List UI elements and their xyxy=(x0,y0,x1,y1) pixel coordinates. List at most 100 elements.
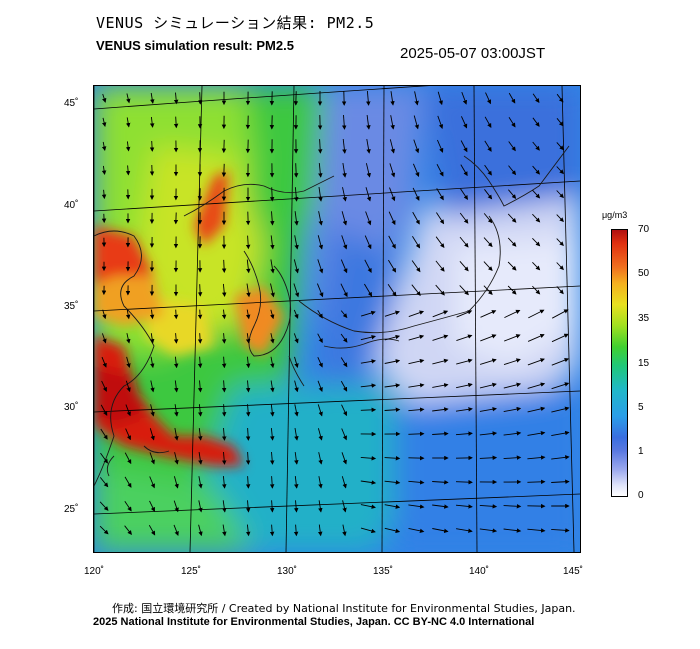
wind-arrow xyxy=(484,164,492,176)
wind-arrow xyxy=(507,261,517,271)
wind-arrow xyxy=(341,114,347,130)
wind-arrow xyxy=(455,504,473,509)
wind-arrow xyxy=(125,165,131,176)
wind-arrow xyxy=(149,452,155,465)
wind-arrow xyxy=(360,456,377,461)
lon-label-125: 125˚ xyxy=(181,566,202,577)
wind-arrow xyxy=(455,407,473,412)
wind-arrow xyxy=(149,333,155,344)
wind-arrow xyxy=(101,333,107,344)
wind-arrow xyxy=(293,500,299,513)
wind-arrow xyxy=(340,333,348,343)
wind-arrow xyxy=(459,261,469,272)
wind-arrow xyxy=(532,93,540,104)
wind-arrow xyxy=(294,404,299,417)
wind-arrow xyxy=(507,237,517,247)
wind-arrow xyxy=(198,428,203,441)
lat-label-30: 30˚ xyxy=(64,402,79,413)
pm25-colorbar xyxy=(611,229,628,497)
wind-arrow xyxy=(551,455,570,460)
wind-arrow xyxy=(532,165,540,175)
wind-arrow xyxy=(340,310,348,319)
wind-arrow xyxy=(125,380,131,393)
wind-arrow xyxy=(197,380,203,393)
wind-arrow xyxy=(360,527,376,534)
wind-arrow xyxy=(221,380,227,393)
wind-arrow xyxy=(508,117,516,128)
wind-arrow xyxy=(293,163,299,178)
wind-arrow xyxy=(551,528,570,533)
wind-arrow xyxy=(360,480,377,485)
wind-arrow xyxy=(124,452,132,465)
wind-arrow xyxy=(408,431,425,437)
wind-arrow xyxy=(125,428,131,441)
colorbar-tick-35: 35 xyxy=(638,313,650,324)
wind-arrow xyxy=(551,333,569,343)
wind-arrow xyxy=(245,427,251,441)
wind-arrow xyxy=(503,358,521,366)
wind-arrow xyxy=(527,406,546,413)
wind-arrow xyxy=(174,428,179,441)
wind-arrow xyxy=(408,407,425,412)
wind-arrow xyxy=(222,524,227,537)
graticule xyxy=(94,86,580,552)
wind-arrow xyxy=(556,214,564,223)
wind-arrow xyxy=(221,476,227,489)
lon-label-140: 140˚ xyxy=(469,566,490,577)
wind-arrow xyxy=(197,92,203,105)
wind-arrow xyxy=(479,455,498,461)
wind-arrow xyxy=(124,501,132,512)
wind-arrow xyxy=(148,524,156,536)
wind-arrow xyxy=(125,141,131,152)
wind-arrow xyxy=(101,356,107,368)
wind-arrow xyxy=(126,333,131,344)
wind-arrow xyxy=(269,187,275,202)
wind-arrow xyxy=(125,117,131,128)
wind-arrow xyxy=(99,525,109,535)
wind-arrow xyxy=(432,383,449,388)
wind-arrow xyxy=(389,139,395,154)
wind-arrow xyxy=(366,115,371,130)
wind-arrow xyxy=(432,528,449,534)
wind-arrow xyxy=(245,380,251,393)
wind-arrow xyxy=(384,383,401,388)
wind-arrow xyxy=(340,357,348,368)
wind-arrow xyxy=(556,262,564,271)
wind-arrow xyxy=(460,188,469,200)
lat-label-40: 40˚ xyxy=(64,200,79,211)
wind-arrow xyxy=(389,187,396,202)
wind-arrow xyxy=(483,261,493,272)
map-title-english: VENUS simulation result: PM2.5 xyxy=(96,38,294,53)
wind-arrow xyxy=(294,187,299,202)
wind-arrow xyxy=(149,116,155,128)
wind-arrow xyxy=(221,333,227,344)
wind-arrow xyxy=(221,427,227,441)
wind-arrow xyxy=(456,334,473,342)
wind-arrow xyxy=(435,260,445,272)
wind-arrow xyxy=(198,524,203,537)
wind-arrow xyxy=(384,455,401,461)
wind-arrow xyxy=(389,163,396,178)
lon-label-145: 145˚ xyxy=(563,566,584,577)
wind-arrow xyxy=(360,407,377,413)
wind-arrow xyxy=(317,309,323,319)
wind-arrow xyxy=(436,139,444,153)
wind-arrow xyxy=(460,164,468,177)
wind-arrow xyxy=(245,356,251,369)
wind-arrow xyxy=(100,404,108,416)
wind-arrow xyxy=(432,358,449,365)
wind-arrow xyxy=(317,380,323,393)
wind-arrow xyxy=(456,382,473,389)
wind-arrow xyxy=(436,188,444,201)
wind-arrow xyxy=(503,528,522,533)
wind-arrow xyxy=(245,333,251,344)
wind-arrow xyxy=(532,141,540,151)
wind-arrow xyxy=(341,235,348,250)
wind-arrow xyxy=(270,259,275,274)
wind-arrow xyxy=(412,163,420,178)
wind-arrow xyxy=(484,116,492,128)
wind-arrow xyxy=(365,163,371,178)
wind-arrow xyxy=(408,310,425,318)
wind-arrow xyxy=(384,359,401,364)
wind-arrow xyxy=(317,333,323,344)
